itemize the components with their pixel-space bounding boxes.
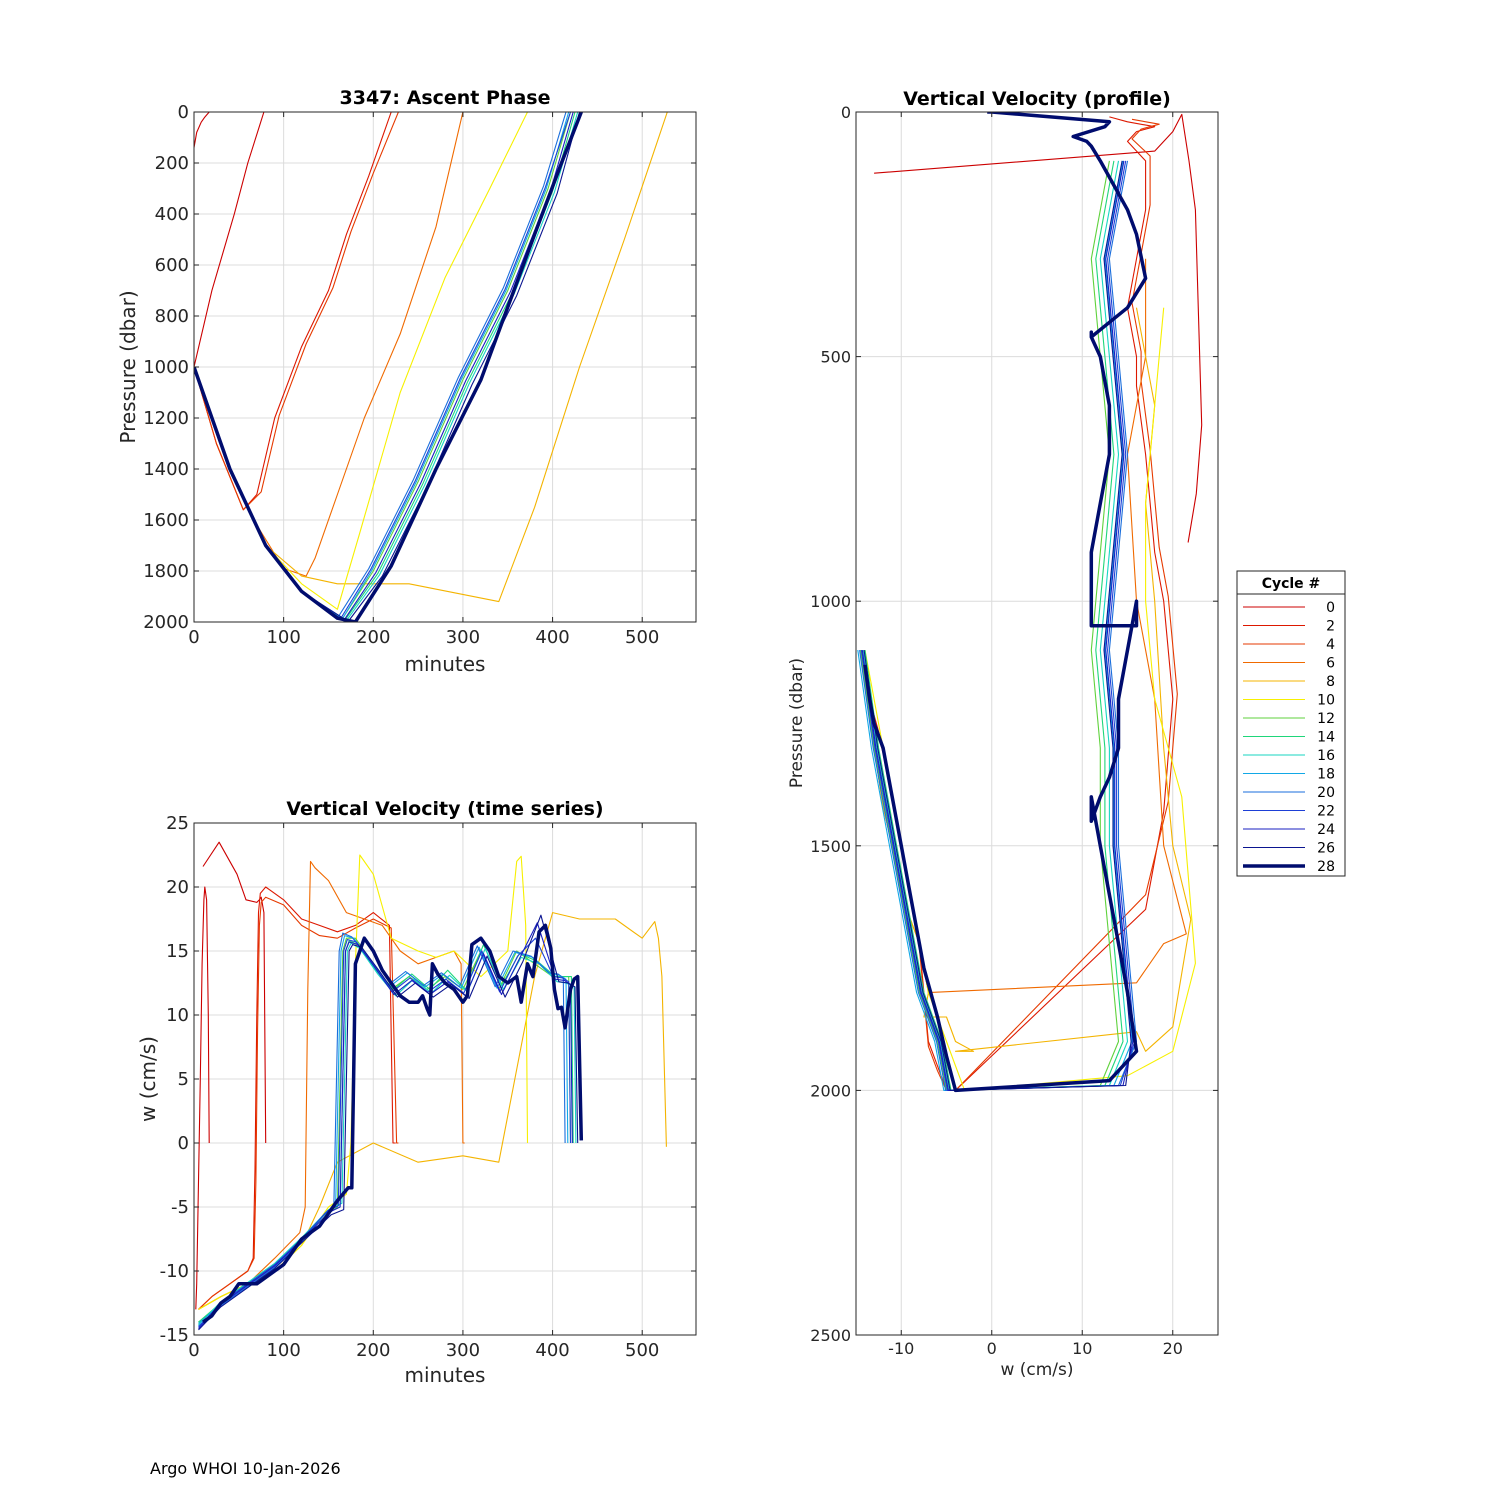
- profile-ytick-label: 2000: [810, 1081, 851, 1100]
- timeseries-series-cycle-4: [198, 896, 399, 1310]
- ascent-series-cycle-28: [194, 112, 583, 622]
- timeseries-ytick-label: 5: [178, 1069, 189, 1090]
- timeseries-ytick-label: 15: [166, 941, 189, 962]
- legend-label-cycle-8: 8: [1326, 674, 1335, 690]
- ascent-xtick-label: 100: [266, 627, 300, 648]
- ascent-xtick-label: 200: [356, 627, 390, 648]
- timeseries-ytick-label: -15: [160, 1325, 189, 1346]
- ascent-ytick-label: 2000: [143, 612, 189, 633]
- timeseries-ytick-label: -5: [171, 1197, 189, 1218]
- ascent-series-cycle-4: [194, 112, 399, 511]
- legend-label-cycle-20: 20: [1317, 785, 1335, 801]
- profile-ytick-label: 500: [820, 348, 851, 367]
- timeseries-series-cycle-28: [201, 923, 584, 1324]
- legend-label-cycle-16: 16: [1317, 748, 1335, 764]
- profile-series-cycle-14: [864, 160, 1124, 1091]
- legend-label-cycle-26: 26: [1317, 841, 1335, 857]
- ascent-xtick-label: 400: [535, 627, 569, 648]
- legend-box: [1236, 570, 1346, 877]
- ascent-ytick-label: 200: [155, 153, 189, 174]
- legend-label-cycle-14: 14: [1317, 730, 1335, 746]
- ascent-ytick-label: 400: [155, 204, 189, 225]
- profile-xtick-label: 10: [1072, 1339, 1092, 1358]
- timeseries-ytick-label: 20: [166, 877, 189, 898]
- timeseries-series-cycle-0b: [202, 841, 267, 1144]
- profile-xlabel: w (cm/s): [1000, 1360, 1073, 1380]
- legend-label-cycle-12: 12: [1317, 711, 1335, 727]
- ascent-xtick-label: 300: [446, 627, 480, 648]
- timeseries-chart: Vertical Velocity (time series) minutes …: [136, 798, 697, 1387]
- legend-title: Cycle #: [1262, 576, 1321, 592]
- timeseries-series-group: [195, 841, 667, 1331]
- timeseries-xtick-label: 200: [356, 1340, 390, 1361]
- profile-series-group: [857, 112, 1203, 1093]
- profile-xtick-label: 20: [1163, 1339, 1183, 1358]
- timeseries-ylabel: w (cm/s): [136, 1036, 160, 1122]
- legend-label-cycle-24: 24: [1317, 822, 1335, 838]
- profile-series-cycle-20: [859, 160, 1138, 1091]
- legend-label-cycle-0: 0: [1326, 600, 1335, 616]
- legend-label-cycle-2: 2: [1326, 619, 1335, 635]
- profile-series-cycle-16: [862, 160, 1129, 1091]
- profile-ytick-label: 1500: [810, 837, 851, 856]
- timeseries-series-cycle-26: [198, 914, 579, 1331]
- profile-title: Vertical Velocity (profile): [903, 88, 1171, 110]
- ascent-xlabel: minutes: [405, 652, 486, 676]
- profile-xtick-label: -10: [888, 1339, 914, 1358]
- legend-label-cycle-22: 22: [1317, 804, 1335, 820]
- profile-series-cycle-22: [860, 160, 1136, 1091]
- ascent-ytick-label: 600: [155, 255, 189, 276]
- profile-ytick-label: 0: [841, 103, 851, 122]
- ascent-title: 3347: Ascent Phase: [340, 87, 551, 109]
- timeseries-ytick-label: -10: [160, 1261, 189, 1282]
- legend-label-cycle-6: 6: [1326, 656, 1335, 672]
- profile-axes-frame: [855, 111, 1219, 1336]
- profile-xtick-label: 0: [987, 1339, 997, 1358]
- profile-chart: Vertical Velocity (profile) w (cm/s) Pre…: [787, 88, 1219, 1380]
- ascent-ytick-label: 800: [155, 306, 189, 327]
- timeseries-ytick-label: 0: [178, 1133, 189, 1154]
- profile-ylabel: Pressure (dbar): [787, 658, 807, 788]
- ascent-xtick-label: 500: [625, 627, 659, 648]
- ascent-ytick-label: 1000: [143, 357, 189, 378]
- ascent-series-group: [194, 112, 668, 622]
- timeseries-xtick-label: 0: [188, 1340, 199, 1361]
- timeseries-ytick-label: 25: [166, 813, 189, 834]
- timeseries-series-cycle-0: [195, 886, 210, 1310]
- profile-ytick-label: 2500: [810, 1326, 851, 1345]
- timeseries-title: Vertical Velocity (time series): [286, 798, 603, 820]
- profile-series-cycle-0: [874, 113, 1203, 543]
- ascent-phase-chart: 3347: Ascent Phase minutes Pressure (dba…: [116, 87, 697, 676]
- ascent-ytick-label: 1800: [143, 561, 189, 582]
- footer-credit: Argo WHOI 10-Jan-2026: [150, 1459, 341, 1478]
- profile-series-cycle-28: [863, 112, 1148, 1093]
- timeseries-xlabel: minutes: [405, 1363, 486, 1387]
- ascent-ytick-label: 1400: [143, 459, 189, 480]
- timeseries-ytick-label: 10: [166, 1005, 189, 1026]
- ascent-ytick-label: 0: [178, 102, 189, 123]
- timeseries-xtick-label: 400: [535, 1340, 569, 1361]
- timeseries-xtick-label: 300: [446, 1340, 480, 1361]
- ascent-ylabel: Pressure (dbar): [116, 290, 140, 443]
- legend-label-cycle-18: 18: [1317, 767, 1335, 783]
- legend-label-cycle-28: 28: [1317, 859, 1335, 875]
- ascent-ytick-label: 1200: [143, 408, 189, 429]
- ascent-xtick-label: 0: [188, 627, 199, 648]
- ascent-ytick-label: 1600: [143, 510, 189, 531]
- timeseries-xtick-label: 500: [625, 1340, 659, 1361]
- ascent-series-cycle-0b: [194, 112, 265, 368]
- profile-ytick-label: 1000: [810, 592, 851, 611]
- legend-label-cycle-4: 4: [1326, 637, 1335, 653]
- ascent-series-cycle-0: [194, 112, 210, 148]
- timeseries-xtick-label: 100: [266, 1340, 300, 1361]
- legend-label-cycle-10: 10: [1317, 693, 1335, 709]
